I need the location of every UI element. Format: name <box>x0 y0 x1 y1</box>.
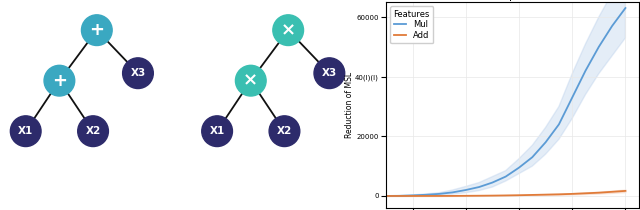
Y-axis label: Reduction of MSL: Reduction of MSL <box>345 72 354 138</box>
Mul <box>529 156 536 159</box>
Mul <box>568 96 576 99</box>
Text: ×: × <box>243 72 259 90</box>
Mul <box>409 194 417 197</box>
Mul <box>382 195 390 197</box>
Mul <box>502 175 509 178</box>
Mul <box>488 181 496 184</box>
Add <box>502 194 509 197</box>
Mul <box>435 193 443 195</box>
Text: X2: X2 <box>277 126 292 136</box>
Add <box>435 195 443 197</box>
Circle shape <box>236 65 266 96</box>
Circle shape <box>81 15 112 46</box>
Mul <box>582 70 589 72</box>
Mul <box>462 189 470 191</box>
Add <box>382 195 390 197</box>
Circle shape <box>123 58 154 89</box>
Add <box>462 194 470 197</box>
Text: +: + <box>52 72 67 90</box>
Add <box>542 193 550 196</box>
Mul <box>555 123 563 126</box>
Mul <box>396 194 403 197</box>
Text: +: + <box>90 21 104 39</box>
Mul <box>449 191 456 194</box>
Mul <box>542 141 550 144</box>
Circle shape <box>77 116 108 147</box>
Circle shape <box>202 116 232 147</box>
Line: Add: Add <box>386 191 625 196</box>
Text: X2: X2 <box>85 126 100 136</box>
Text: X1: X1 <box>18 126 33 136</box>
Add <box>555 193 563 196</box>
Add <box>409 195 417 197</box>
Title: Sharpness: Sharpness <box>485 0 540 1</box>
Text: X3: X3 <box>322 68 337 78</box>
Add <box>608 190 616 193</box>
Add <box>396 195 403 197</box>
Add <box>422 195 429 197</box>
Circle shape <box>269 116 300 147</box>
Mul <box>515 166 523 169</box>
Mul <box>422 194 429 196</box>
Add <box>476 194 483 197</box>
Add <box>449 195 456 197</box>
Add <box>529 194 536 196</box>
Circle shape <box>44 65 75 96</box>
Add <box>515 194 523 197</box>
Text: X1: X1 <box>209 126 225 136</box>
Circle shape <box>273 15 303 46</box>
Add <box>621 190 629 192</box>
Mul <box>595 46 603 48</box>
Circle shape <box>10 116 41 147</box>
Text: ×: × <box>280 21 296 39</box>
Add <box>595 192 603 194</box>
Add <box>582 192 589 194</box>
Mul <box>621 7 629 9</box>
Circle shape <box>314 58 345 89</box>
Legend: Mul, Add: Mul, Add <box>390 6 433 43</box>
Add <box>568 193 576 195</box>
Text: X3: X3 <box>131 68 145 78</box>
Mul <box>476 186 483 188</box>
Line: Mul: Mul <box>386 8 625 196</box>
Mul <box>608 25 616 27</box>
Add <box>488 194 496 197</box>
